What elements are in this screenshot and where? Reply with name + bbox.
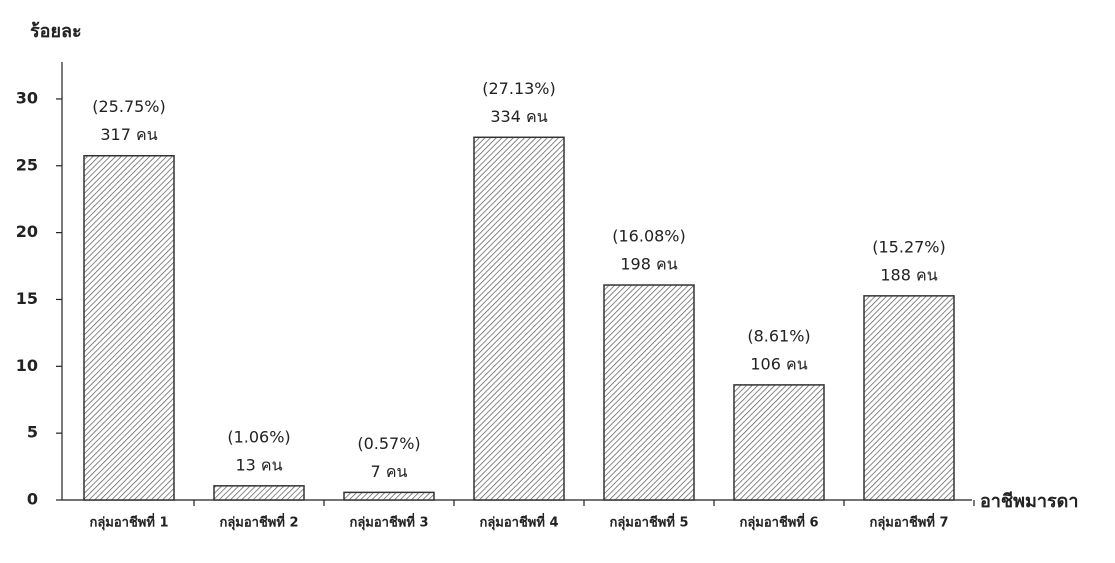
value-label: (25.75%) <box>92 97 166 116</box>
bar <box>863 295 955 501</box>
x-tick-label: กลุ่มอาชีพที่ 2 <box>219 513 298 531</box>
y-tick-label: 10 <box>16 356 38 375</box>
x-tick-label: กลุ่มอาชีพที่ 5 <box>609 513 688 531</box>
value-label: (8.61%) <box>747 326 810 345</box>
bar <box>733 384 825 501</box>
value-label: (15.27%) <box>872 237 946 256</box>
count-label: 188 คน <box>880 265 937 284</box>
y-tick-label: 20 <box>16 222 38 241</box>
y-tick-label: 0 <box>27 490 38 509</box>
count-label: 317 คน <box>100 125 157 144</box>
x-tick-label: กลุ่มอาชีพที่ 4 <box>479 513 558 531</box>
value-label: (27.13%) <box>482 79 556 98</box>
value-label: (16.08%) <box>612 227 686 246</box>
y-tick-label: 30 <box>16 88 38 107</box>
value-label: (0.57%) <box>357 434 420 453</box>
count-label: 334 คน <box>490 107 547 126</box>
x-tick-label: กลุ่มอาชีพที่ 7 <box>869 513 948 531</box>
count-label: 106 คน <box>750 354 807 373</box>
x-tick-label: กลุ่มอาชีพที่ 3 <box>349 513 428 531</box>
bar <box>213 485 305 501</box>
bar <box>83 154 175 501</box>
x-tick-label: กลุ่มอาชีพที่ 6 <box>739 513 818 531</box>
y-tick-label: 5 <box>27 423 38 442</box>
count-label: 198 คน <box>620 255 677 274</box>
x-axis-label: อาชีพมารดา <box>980 491 1078 512</box>
count-label: 7 คน <box>371 462 408 481</box>
bar <box>473 136 565 501</box>
y-tick-label: 15 <box>16 289 38 308</box>
value-label: (1.06%) <box>227 427 290 446</box>
y-axis-label: ร้อยละ <box>30 21 82 42</box>
count-label: 13 คน <box>235 455 282 474</box>
x-tick-label: กลุ่มอาชีพที่ 1 <box>89 513 168 531</box>
y-tick-label: 25 <box>16 155 38 174</box>
bar <box>343 491 435 501</box>
bar <box>603 284 695 501</box>
